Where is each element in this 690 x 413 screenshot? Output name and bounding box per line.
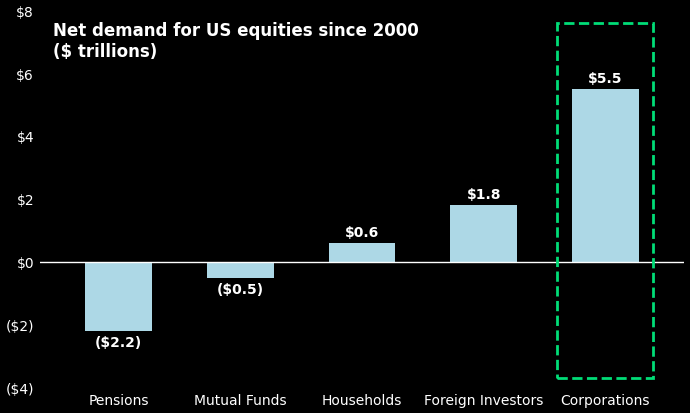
Text: Net demand for US equities since 2000
($ trillions): Net demand for US equities since 2000 ($… — [52, 22, 418, 61]
Bar — [572, 90, 639, 262]
Text: ($2.2): ($2.2) — [95, 335, 142, 349]
Bar — [328, 243, 395, 262]
Text: ($0.5): ($0.5) — [217, 282, 264, 296]
Bar — [207, 262, 274, 278]
Text: $5.5: $5.5 — [588, 71, 622, 85]
Bar — [86, 262, 152, 331]
Bar — [451, 206, 517, 262]
Bar — [558, 24, 653, 379]
Text: $0.6: $0.6 — [345, 225, 379, 240]
Text: $1.8: $1.8 — [466, 188, 501, 202]
